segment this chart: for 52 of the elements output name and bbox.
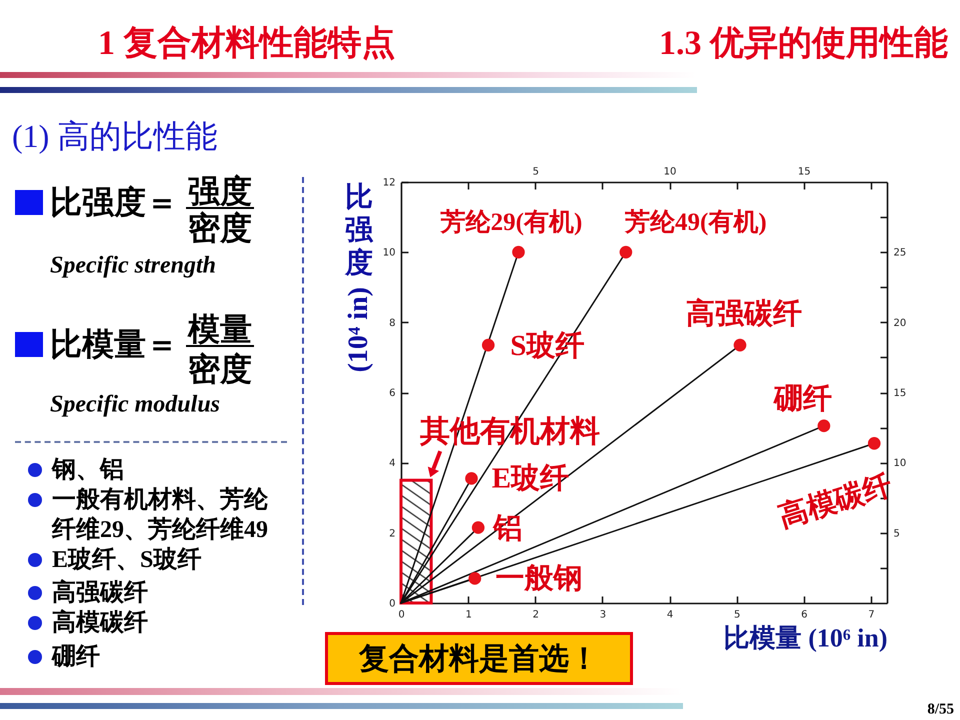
x-tick-label: 1 [465,610,472,620]
y2-tick-label: 15 [894,388,906,399]
text: 密度 [188,350,252,389]
y-tick-label: 10 [382,248,396,259]
text: 比强度＝ [50,183,178,222]
text: Specific strength [50,252,216,280]
y-axis-title: 比强度 (10⁴ in) [343,182,374,372]
x-tick-label: 4 [666,610,674,620]
text: 高模碳纤 [52,608,149,638]
text: 高强碳纤 [52,578,149,608]
y2-tick-label: 25 [894,248,906,259]
chart-subtitle: 1.3 优异的使用性能 [659,24,948,64]
text: 比模量＝ [50,325,178,364]
y-tick-label: 12 [382,178,396,188]
text: 模量 [188,310,252,349]
y2-tick-label: 5 [894,528,900,540]
text: 复合材料是首选！ [359,640,599,678]
x-tick-label: 3 [600,610,606,620]
x-tick-label: 7 [868,610,875,620]
annotation: 高强碳纤 [686,297,802,330]
x-tick-label: 6 [801,610,808,620]
chart-title: 1 复合材料性能特点 [98,24,396,64]
text: E玻纤、S玻纤 [52,546,202,575]
y2-tick-label: 10 [894,458,906,470]
x2-tick-label: 5 [532,166,539,178]
y-tick-label: 0 [389,598,396,610]
text: 硼纤 [52,643,101,672]
y-tick-label: 4 [389,458,396,470]
text: Specific modulus [50,392,220,418]
annotation: 高模碳纤 [775,468,896,534]
y-tick-label: 8 [389,318,396,329]
y-tick-label: 6 [389,388,396,399]
x-tick-label: 5 [734,610,740,620]
x2-tick-label: 10 [664,166,676,178]
annotation: 芳纶49(有机) [624,208,767,236]
text: 一般有机材料、芳纶纤维29、芳纶纤维49 [52,486,269,545]
x2-tick-label: 15 [798,166,811,178]
annotation: 一般钢 [495,562,582,594]
text: (1) 高的比性能 [12,117,218,156]
text: 密度 [188,210,252,246]
text: 强度 [188,173,252,209]
x-tick-label: 2 [532,610,539,620]
x-tick-label: 0 [398,610,405,620]
annotation: 芳纶29(有机) [440,208,582,236]
text: 钢、铝 [52,456,125,485]
y-tick-label: 2 [389,528,396,540]
text: 8/55 [927,702,954,718]
annotation: E玻纤 [492,462,570,494]
annotation: 铝 [492,512,523,545]
x-axis-title: 比模量 (10⁶ in) [724,624,888,652]
annotation: 硼纤 [772,382,832,415]
y2-tick-label: 20 [894,318,906,329]
